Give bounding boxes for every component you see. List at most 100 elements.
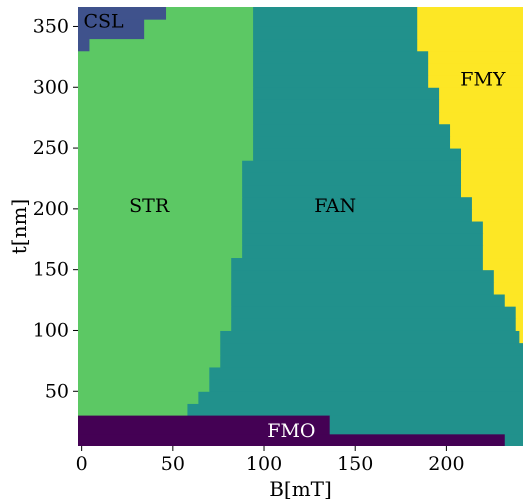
region-fan-band — [253, 62, 429, 76]
y-tick-label: 200 — [33, 198, 69, 220]
region-fmy-band — [417, 7, 523, 27]
region-str-band — [78, 257, 232, 271]
y-tick-label: 250 — [33, 137, 69, 159]
region-fan-band — [209, 379, 523, 392]
region-str-band — [78, 196, 243, 210]
plot-area — [78, 7, 523, 446]
y-tick-label: 50 — [45, 380, 69, 402]
region-fan-band — [242, 233, 484, 246]
region-str-band — [78, 172, 243, 186]
region-fmo-band — [78, 415, 331, 435]
region-str-band — [78, 391, 199, 404]
region-str-band — [78, 306, 232, 319]
region-fan-band — [329, 415, 523, 435]
region-fmy-band — [460, 172, 523, 186]
region-fan-band — [253, 99, 440, 113]
region-label-fan: FAN — [314, 195, 356, 217]
region-label-fmy: FMY — [460, 69, 506, 91]
region-str-band — [78, 281, 232, 295]
region-fan-band — [253, 135, 451, 149]
region-str-band — [78, 403, 188, 417]
region-fan-band — [231, 318, 517, 331]
region-fan-band — [187, 403, 523, 417]
region-fmy-band — [428, 75, 523, 88]
region-fmy-band — [439, 87, 523, 100]
region-str-band — [78, 245, 243, 259]
y-tick-label: 150 — [33, 259, 69, 281]
region-str-band — [78, 87, 254, 100]
region-fmy-band — [417, 38, 523, 52]
region-fan-band — [209, 366, 523, 380]
region-str-band — [78, 233, 243, 246]
region-fmy-band — [471, 208, 523, 222]
region-fan-band — [220, 342, 523, 356]
region-fan-band — [253, 123, 451, 137]
region-fan-band — [220, 330, 520, 344]
region-str-band — [78, 208, 243, 222]
region-fan-band — [253, 75, 429, 88]
region-fan-band — [242, 245, 484, 259]
region-fmy-band — [493, 281, 523, 295]
region-fmy-band — [482, 245, 523, 259]
region-label-str: STR — [129, 195, 170, 217]
region-fan-band — [504, 433, 523, 446]
region-str-band — [78, 184, 243, 198]
region-str-band — [78, 62, 254, 76]
region-fan-band — [242, 208, 473, 222]
region-fmy-band — [450, 123, 523, 137]
region-fmy-band — [439, 111, 523, 125]
region-str-band — [78, 123, 254, 137]
region-fan-band — [242, 184, 462, 198]
region-fmy-band — [428, 50, 523, 64]
region-str-band — [78, 111, 254, 125]
region-fan-band — [220, 354, 523, 368]
region-fmy-band — [417, 26, 523, 40]
region-fmy-band — [482, 221, 523, 234]
region-fmy-band — [504, 293, 523, 307]
region-csl-band — [78, 7, 167, 20]
x-tick-label: 0 — [76, 453, 88, 475]
region-label-csl: CSL — [83, 10, 124, 32]
region-str-band — [78, 379, 210, 392]
region-fan-band — [253, 148, 462, 161]
region-fan-band — [253, 26, 418, 40]
y-axis-label: t[nm] — [7, 199, 31, 255]
axis-ticks: 0 50 100 150 200 50 100 150 200 250 300 350 — [33, 15, 465, 475]
region-fan-band — [242, 172, 462, 186]
region-fan-band — [253, 111, 440, 125]
x-tick-label: 150 — [337, 453, 373, 475]
region-str-band — [78, 330, 221, 344]
region-fan-band — [231, 269, 495, 283]
region-str-band — [78, 38, 254, 52]
region-fan-band — [253, 50, 429, 64]
region-str-band — [78, 160, 243, 173]
region-str-band — [78, 318, 232, 331]
region-fan-band — [198, 391, 523, 404]
y-tick-label: 100 — [33, 319, 69, 341]
region-fmy-band — [460, 184, 523, 198]
region-str-band — [78, 50, 254, 64]
region-fmy-band — [515, 306, 523, 319]
region-fmy-band — [428, 62, 523, 76]
region-fmy-band — [519, 330, 523, 344]
region-str-band — [78, 75, 254, 88]
region-fmy-band — [515, 318, 523, 331]
region-label-fmo: FMO — [267, 420, 315, 442]
region-fmy-band — [450, 135, 523, 149]
x-axis-label: B[mT] — [269, 477, 332, 501]
region-fmy-band — [460, 148, 523, 161]
region-str-band — [78, 148, 254, 161]
region-str-band — [78, 269, 232, 283]
y-tick-label: 350 — [33, 15, 69, 37]
region-fmy-band — [482, 233, 523, 246]
region-fan-band — [242, 160, 462, 173]
region-csl-band — [78, 38, 90, 52]
x-tick-label: 100 — [246, 453, 282, 475]
region-str-band — [78, 293, 232, 307]
region-fan-band — [231, 306, 517, 319]
x-tick-label: 50 — [161, 453, 185, 475]
region-str-band — [78, 354, 221, 368]
region-csl-band — [78, 19, 145, 40]
region-str-band — [78, 366, 210, 380]
